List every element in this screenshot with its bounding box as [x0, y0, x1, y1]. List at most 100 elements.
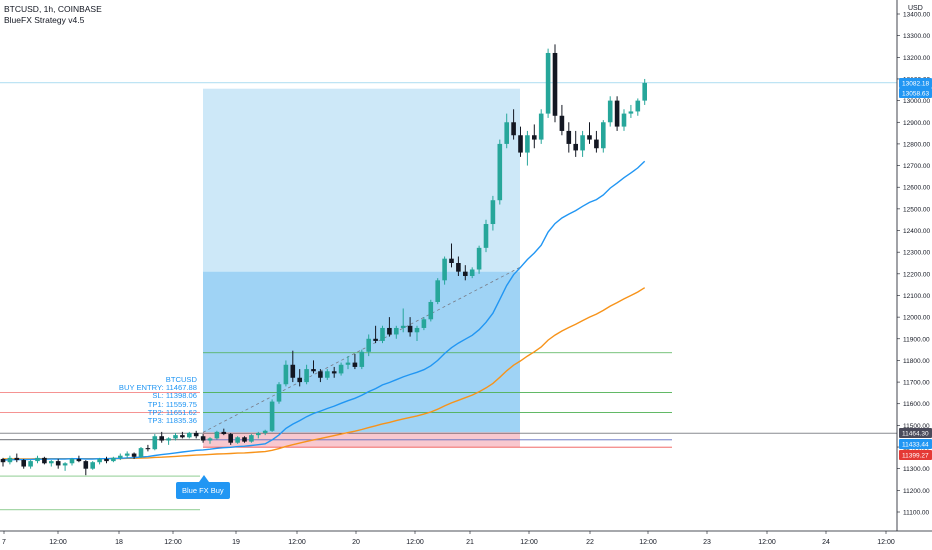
candle — [62, 462, 68, 471]
y-tick-label: 11500.00 — [903, 423, 930, 430]
price-tag-bg — [899, 88, 932, 98]
y-tick-label: 12700.00 — [903, 163, 930, 170]
candle-body — [311, 369, 316, 372]
candle-body — [469, 269, 475, 276]
candle — [621, 109, 627, 131]
candle-body — [559, 115, 565, 131]
y-tick-label: 12800.00 — [903, 141, 930, 148]
candle-body — [124, 453, 130, 456]
y-tick-label: 12500.00 — [903, 206, 930, 213]
candle — [483, 219, 489, 253]
candle — [180, 431, 185, 439]
candle — [318, 369, 323, 383]
candle — [345, 356, 351, 370]
candle-body — [400, 325, 406, 328]
symbol-title[interactable]: BTCUSD, 1h, COINBASE — [4, 4, 102, 14]
candle-body — [504, 122, 509, 144]
candle — [14, 453, 20, 463]
candle — [297, 369, 302, 387]
price-tag-text: 11464.30 — [902, 431, 929, 438]
candle — [42, 456, 47, 465]
candle — [35, 455, 40, 464]
buy-signal-marker[interactable]: Blue FX Buy — [176, 475, 230, 499]
y-tick-label: 12900.00 — [903, 120, 930, 127]
candle-body — [518, 135, 523, 153]
candle-body — [580, 135, 585, 151]
candle — [0, 457, 6, 467]
candle-body — [414, 327, 420, 333]
candle-body — [55, 461, 61, 466]
candle — [532, 124, 537, 149]
candle — [193, 430, 199, 439]
candle-body — [193, 432, 199, 437]
candle — [83, 460, 89, 476]
price-tag-text: 13058.63 — [902, 91, 929, 98]
candle — [573, 130, 578, 157]
candle — [490, 195, 496, 231]
candle-body — [587, 135, 592, 140]
candle-body — [338, 364, 344, 374]
candle — [290, 350, 296, 383]
candle-body — [490, 200, 496, 225]
candle — [145, 444, 151, 452]
candle-body — [573, 143, 578, 151]
candle-body — [614, 100, 620, 127]
candle-body — [463, 271, 468, 276]
candle — [269, 399, 275, 432]
candle — [276, 382, 282, 404]
y-tick-label: 12200.00 — [903, 271, 930, 278]
y-tick-label: 11800.00 — [903, 358, 930, 365]
candle-body — [262, 430, 268, 433]
candle — [338, 362, 344, 376]
candle-body — [380, 327, 385, 341]
indicator-name[interactable]: BlueFX Strategy v4.5 — [4, 15, 85, 25]
candle-body — [0, 458, 6, 463]
candle — [166, 437, 171, 445]
candle-body — [42, 457, 47, 464]
candle-body — [538, 113, 544, 140]
x-tick-label: 12:00 — [49, 539, 67, 546]
candle-body — [249, 435, 254, 442]
level-lines — [0, 82, 897, 511]
candle — [118, 453, 123, 461]
candle-body — [131, 453, 137, 457]
candle — [407, 317, 413, 337]
x-tick-label: 21 — [466, 539, 474, 546]
candle-body — [166, 438, 171, 441]
candle — [138, 447, 144, 458]
candle — [594, 130, 599, 153]
y-tick-label: 13200.00 — [903, 55, 930, 62]
candle — [587, 122, 592, 144]
candle-body — [187, 432, 192, 438]
candle-body — [373, 338, 378, 341]
candle-body — [118, 455, 123, 458]
x-tick-label: 22 — [586, 539, 594, 546]
candle-body — [159, 436, 164, 441]
candle — [394, 325, 399, 339]
candle — [456, 256, 461, 276]
ema-fast-line — [2, 160, 646, 461]
candle-body — [366, 338, 371, 352]
x-tick-label: 12:00 — [164, 539, 182, 546]
candle-body — [76, 458, 82, 462]
candle — [428, 299, 434, 322]
candle — [463, 265, 468, 281]
candle — [497, 139, 503, 205]
moving-averages — [2, 160, 646, 461]
candle-body — [214, 431, 220, 439]
price-tag: 11399.27 — [899, 450, 932, 460]
candle-body — [421, 319, 427, 328]
candle — [242, 436, 247, 443]
candle-body — [456, 263, 461, 272]
candle — [559, 104, 565, 136]
candle — [635, 98, 641, 116]
candle — [518, 126, 523, 157]
candle — [131, 452, 137, 459]
y-tick-label: 11100.00 — [903, 510, 930, 517]
price-labels: 13082.18 13058.63 11464.30 11433.44 11399.27 — [899, 78, 932, 460]
x-tick-label: 24 — [822, 539, 830, 546]
candle-body — [111, 457, 116, 462]
candle — [366, 334, 371, 357]
candle-body — [221, 431, 227, 435]
